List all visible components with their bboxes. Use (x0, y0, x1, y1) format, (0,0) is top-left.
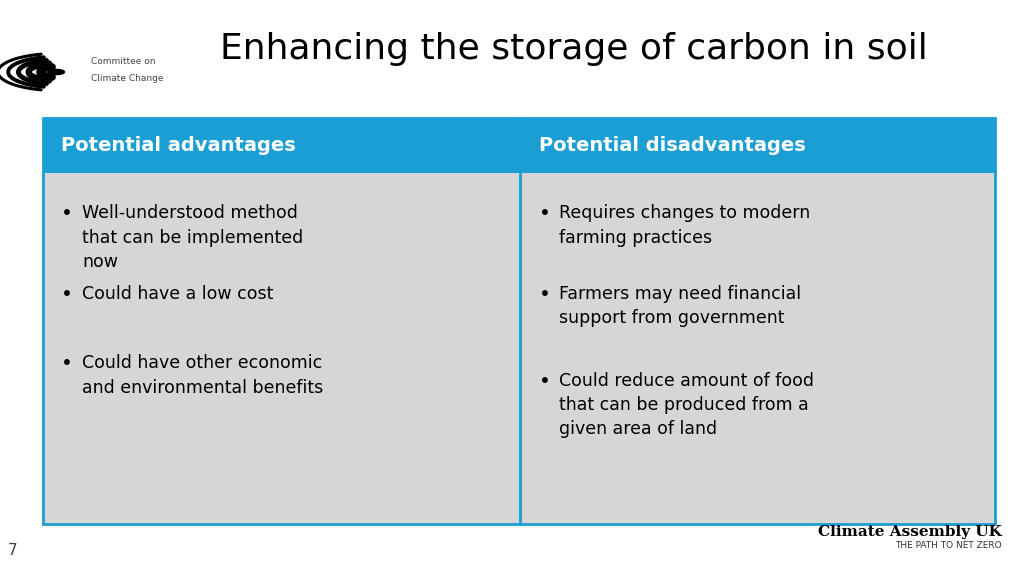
Text: •: • (61, 354, 74, 373)
Polygon shape (48, 70, 65, 74)
Text: Could have other economic
and environmental benefits: Could have other economic and environmen… (82, 354, 324, 396)
Text: Enhancing the storage of carbon in soil: Enhancing the storage of carbon in soil (219, 32, 928, 66)
Text: Could reduce amount of food
that can be produced from a
given area of land: Could reduce amount of food that can be … (559, 372, 814, 438)
Text: Could have a low cost: Could have a low cost (82, 285, 273, 303)
Text: Committee on: Committee on (91, 57, 156, 66)
Text: THE PATH TO NET ZERO: THE PATH TO NET ZERO (895, 541, 1001, 550)
Text: Potential advantages: Potential advantages (61, 136, 296, 155)
Text: •: • (539, 372, 551, 391)
Text: Farmers may need financial
support from government: Farmers may need financial support from … (559, 285, 801, 327)
Text: •: • (539, 204, 551, 223)
Text: Well-understood method
that can be implemented
now: Well-understood method that can be imple… (82, 204, 303, 271)
Text: Climate Assembly UK: Climate Assembly UK (817, 525, 1001, 539)
Text: Requires changes to modern
farming practices: Requires changes to modern farming pract… (559, 204, 810, 247)
FancyBboxPatch shape (43, 118, 995, 524)
Text: •: • (539, 285, 551, 304)
Text: Climate Change: Climate Change (91, 74, 164, 84)
FancyBboxPatch shape (43, 118, 995, 173)
Text: •: • (61, 285, 74, 304)
Text: Potential disadvantages: Potential disadvantages (539, 136, 805, 155)
Text: 7: 7 (8, 543, 17, 558)
Text: •: • (61, 204, 74, 223)
